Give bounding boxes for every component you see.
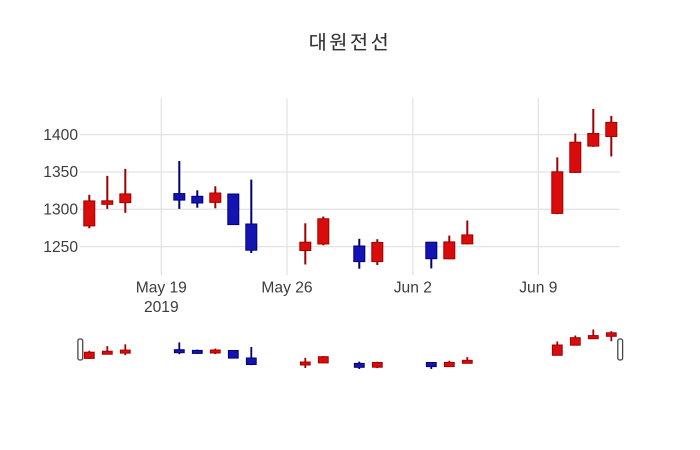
svg-text:May 19: May 19 — [136, 279, 187, 296]
svg-text:Jun 2: Jun 2 — [394, 279, 432, 296]
svg-text:May 26: May 26 — [261, 279, 312, 296]
svg-text:1400: 1400 — [43, 127, 78, 144]
svg-text:1300: 1300 — [43, 202, 78, 219]
svg-text:Jun 9: Jun 9 — [519, 279, 557, 296]
svg-text:1350: 1350 — [43, 164, 78, 181]
svg-text:2019: 2019 — [144, 299, 179, 316]
svg-text:1250: 1250 — [43, 239, 78, 256]
